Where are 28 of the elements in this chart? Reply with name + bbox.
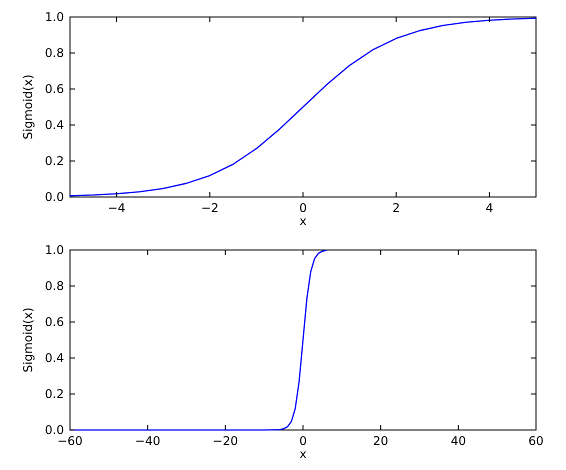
x-tick-label: 20 [373, 434, 388, 448]
x-tick-label: 40 [450, 434, 466, 448]
x-tick-label: 60 [528, 434, 544, 448]
y-tick-label: 0.4 [44, 351, 64, 366]
y-tick-label: 0.0 [44, 190, 64, 204]
y-tick-label: 1.0 [44, 243, 64, 258]
x-tick-label: −2 [200, 201, 219, 215]
y-tick-label: 0.2 [44, 387, 64, 402]
y-tick-label: 0.8 [44, 279, 64, 294]
y-axis-title: Sigmoid(x) [21, 74, 35, 140]
y-tick-label: 0.4 [44, 118, 64, 132]
line-series [69, 250, 327, 431]
x-tick-label: 0 [299, 434, 307, 448]
x-tick-label: −40 [135, 434, 160, 448]
x-tick-label: 0 [299, 201, 307, 215]
y-tick-label: 0.6 [44, 82, 64, 96]
x-axis-title: x [299, 214, 307, 228]
y-tick-label: 1.0 [44, 10, 64, 24]
x-tick-label: 4 [486, 201, 494, 215]
y-tick-label: 0.2 [44, 154, 64, 168]
x-tick-label: −20 [212, 434, 238, 448]
line-series [69, 18, 537, 196]
y-axis-title: Sigmoid(x) [21, 307, 35, 373]
x-axis-title: x [299, 447, 307, 461]
y-tick-label: 0.6 [44, 315, 64, 330]
x-tick-label: 2 [392, 201, 400, 215]
y-tick-label: 0.8 [44, 46, 64, 60]
x-tick-label: −4 [108, 201, 126, 215]
